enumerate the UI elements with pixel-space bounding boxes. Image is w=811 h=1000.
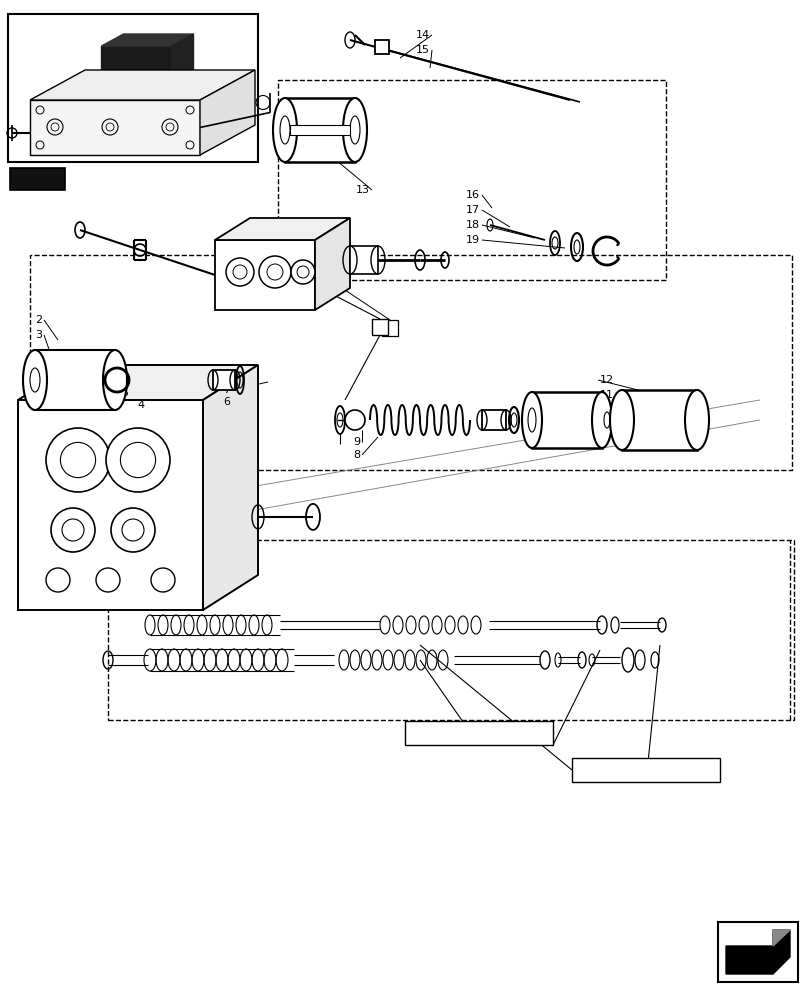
Polygon shape bbox=[772, 930, 789, 946]
Bar bbox=[212, 370, 234, 390]
Circle shape bbox=[60, 442, 96, 478]
Bar bbox=[571, 758, 719, 782]
Circle shape bbox=[345, 410, 365, 430]
Polygon shape bbox=[171, 34, 193, 91]
Bar bbox=[717, 922, 797, 982]
Text: 18: 18 bbox=[466, 220, 479, 230]
Circle shape bbox=[122, 519, 144, 541]
Bar bbox=[30, 255, 791, 470]
Bar bbox=[8, 14, 258, 162]
Bar bbox=[381, 320, 397, 336]
Polygon shape bbox=[101, 34, 193, 46]
Polygon shape bbox=[200, 70, 255, 155]
Polygon shape bbox=[18, 365, 258, 400]
Ellipse shape bbox=[23, 350, 47, 410]
Circle shape bbox=[51, 508, 95, 552]
Bar bbox=[531, 392, 601, 448]
Circle shape bbox=[267, 264, 283, 280]
Circle shape bbox=[62, 519, 84, 541]
Ellipse shape bbox=[521, 392, 541, 448]
Polygon shape bbox=[215, 218, 350, 240]
Bar bbox=[35, 350, 115, 410]
Polygon shape bbox=[725, 930, 789, 974]
Bar bbox=[405, 721, 552, 745]
Circle shape bbox=[96, 568, 120, 592]
Circle shape bbox=[120, 442, 156, 478]
Polygon shape bbox=[30, 70, 255, 100]
Ellipse shape bbox=[342, 98, 367, 162]
Polygon shape bbox=[203, 365, 258, 610]
Text: 6: 6 bbox=[223, 397, 230, 407]
Bar bbox=[108, 540, 793, 720]
Text: 11: 11 bbox=[599, 390, 613, 400]
Bar bbox=[350, 246, 378, 274]
Text: 1.82.7/ A 02: 1.82.7/ A 02 bbox=[440, 726, 517, 739]
Text: 17: 17 bbox=[466, 205, 479, 215]
Bar bbox=[621, 390, 696, 450]
Polygon shape bbox=[215, 240, 315, 310]
Text: 2: 2 bbox=[35, 315, 42, 325]
Text: 10: 10 bbox=[599, 405, 613, 415]
Text: 7: 7 bbox=[222, 385, 230, 395]
Text: 9: 9 bbox=[353, 437, 359, 447]
Text: 12: 12 bbox=[599, 375, 613, 385]
Bar bbox=[375, 40, 388, 54]
Ellipse shape bbox=[272, 98, 297, 162]
Bar bbox=[277, 80, 665, 280]
Text: 3: 3 bbox=[35, 330, 42, 340]
Text: 16: 16 bbox=[466, 190, 479, 200]
Polygon shape bbox=[24, 173, 55, 185]
Circle shape bbox=[290, 260, 315, 284]
Circle shape bbox=[46, 428, 109, 492]
Ellipse shape bbox=[591, 392, 611, 448]
Bar bbox=[290, 125, 350, 135]
Ellipse shape bbox=[684, 390, 708, 450]
Text: 14: 14 bbox=[415, 30, 430, 40]
Text: 15: 15 bbox=[415, 45, 430, 55]
Text: 1: 1 bbox=[376, 322, 383, 332]
Polygon shape bbox=[18, 174, 46, 184]
Circle shape bbox=[151, 568, 175, 592]
Bar bbox=[285, 98, 354, 162]
Text: 4: 4 bbox=[138, 400, 145, 410]
Circle shape bbox=[233, 265, 247, 279]
Text: 8: 8 bbox=[353, 450, 359, 460]
Bar bbox=[371, 319, 388, 335]
Ellipse shape bbox=[609, 390, 633, 450]
Text: 13: 13 bbox=[355, 185, 370, 195]
Text: 5: 5 bbox=[121, 388, 128, 398]
Polygon shape bbox=[18, 400, 203, 610]
Ellipse shape bbox=[103, 350, 127, 410]
Bar bbox=[482, 410, 505, 430]
Text: 1: 1 bbox=[386, 323, 393, 333]
Polygon shape bbox=[315, 218, 350, 310]
Text: 1.82.7/ A 02: 1.82.7/ A 02 bbox=[607, 764, 684, 776]
Circle shape bbox=[259, 256, 290, 288]
Circle shape bbox=[297, 266, 309, 278]
Polygon shape bbox=[101, 46, 171, 91]
Circle shape bbox=[46, 568, 70, 592]
Bar bbox=[10, 168, 65, 190]
Text: 1: 1 bbox=[386, 323, 393, 333]
Circle shape bbox=[111, 508, 155, 552]
Circle shape bbox=[106, 428, 169, 492]
Text: 19: 19 bbox=[466, 235, 479, 245]
Circle shape bbox=[225, 258, 254, 286]
Polygon shape bbox=[30, 100, 200, 155]
